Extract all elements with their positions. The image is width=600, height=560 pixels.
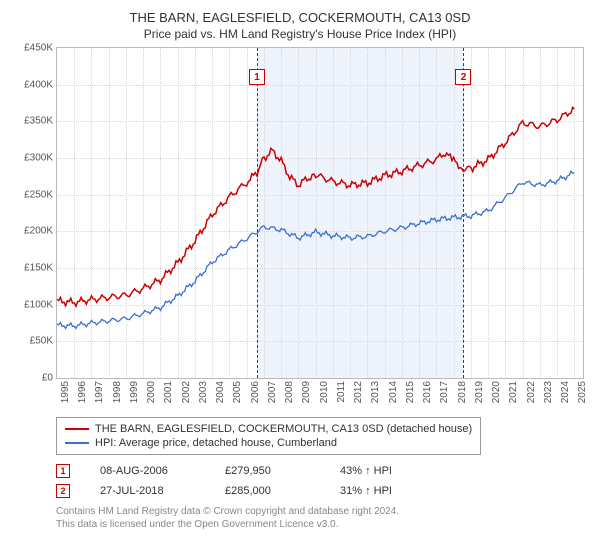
x-tick-label: 2010 bbox=[319, 381, 330, 403]
sale-marker-box: 1 bbox=[249, 69, 265, 85]
x-tick-label: 2012 bbox=[353, 381, 364, 403]
title-block: THE BARN, EAGLESFIELD, COCKERMOUTH, CA13… bbox=[8, 10, 592, 41]
page-subtitle: Price paid vs. HM Land Registry's House … bbox=[8, 27, 592, 41]
x-tick-label: 2022 bbox=[526, 381, 537, 403]
legend-label-hpi: HPI: Average price, detached house, Cumb… bbox=[95, 437, 337, 449]
x-tick-label: 1999 bbox=[129, 381, 140, 403]
series-line-hpi bbox=[57, 171, 574, 328]
x-tick-label: 2008 bbox=[284, 381, 295, 403]
series-line-property bbox=[57, 107, 574, 306]
footer-line-1: Contains HM Land Registry data © Crown c… bbox=[56, 505, 592, 518]
table-row: 1 08-AUG-2006 £279,950 43% ↑ HPI bbox=[56, 461, 592, 481]
x-tick-label: 1995 bbox=[60, 381, 71, 403]
x-tick-label: 2020 bbox=[491, 381, 502, 403]
x-tick-label: 2004 bbox=[215, 381, 226, 403]
price-chart: £0£50K£100K£150K£200K£250K£300K£350K£400… bbox=[56, 47, 584, 407]
x-tick-label: 2013 bbox=[370, 381, 381, 403]
table-row: 2 27-JUL-2018 £285,000 31% ↑ HPI bbox=[56, 481, 592, 501]
sale-marker-1: 1 bbox=[56, 464, 70, 478]
sale-marker-2: 2 bbox=[56, 484, 70, 498]
footer-line-2: This data is licensed under the Open Gov… bbox=[56, 518, 592, 531]
sale-date-2: 27-JUL-2018 bbox=[100, 485, 195, 497]
legend-item-property: THE BARN, EAGLESFIELD, COCKERMOUTH, CA13… bbox=[65, 422, 472, 436]
y-tick-label: £200K bbox=[24, 226, 57, 237]
x-tick-label: 1998 bbox=[112, 381, 123, 403]
y-tick-label: £400K bbox=[24, 79, 57, 90]
x-tick-label: 2018 bbox=[457, 381, 468, 403]
x-tick-label: 2015 bbox=[405, 381, 416, 403]
x-tick-label: 2017 bbox=[439, 381, 450, 403]
x-tick-label: 2000 bbox=[146, 381, 157, 403]
x-tick-label: 2003 bbox=[198, 381, 209, 403]
x-tick-label: 2002 bbox=[181, 381, 192, 403]
legend-swatch-hpi bbox=[65, 442, 89, 444]
y-tick-label: £50K bbox=[30, 336, 57, 347]
page-title: THE BARN, EAGLESFIELD, COCKERMOUTH, CA13… bbox=[8, 10, 592, 25]
legend-swatch-property bbox=[65, 428, 89, 430]
x-tick-label: 2005 bbox=[232, 381, 243, 403]
x-tick-label: 2001 bbox=[163, 381, 174, 403]
sale-price-2: £285,000 bbox=[225, 485, 310, 497]
x-tick-label: 2025 bbox=[577, 381, 588, 403]
sale-diff-2: 31% ↑ HPI bbox=[340, 485, 430, 497]
y-tick-label: £100K bbox=[24, 299, 57, 310]
y-tick-label: £150K bbox=[24, 263, 57, 274]
y-tick-label: £350K bbox=[24, 116, 57, 127]
sale-diff-1: 43% ↑ HPI bbox=[340, 465, 430, 477]
x-tick-label: 2021 bbox=[508, 381, 519, 403]
x-tick-label: 2019 bbox=[474, 381, 485, 403]
x-tick-label: 1997 bbox=[94, 381, 105, 403]
x-tick-label: 2024 bbox=[560, 381, 571, 403]
sale-marker-box: 2 bbox=[455, 69, 471, 85]
x-tick-label: 2011 bbox=[336, 381, 347, 403]
sales-table: 1 08-AUG-2006 £279,950 43% ↑ HPI 2 27-JU… bbox=[56, 461, 592, 501]
x-tick-label: 2009 bbox=[301, 381, 312, 403]
chart-lines bbox=[57, 48, 583, 378]
x-tick-label: 2006 bbox=[250, 381, 261, 403]
y-tick-label: £450K bbox=[24, 43, 57, 54]
legend-item-hpi: HPI: Average price, detached house, Cumb… bbox=[65, 436, 472, 450]
y-tick-label: £250K bbox=[24, 189, 57, 200]
legend: THE BARN, EAGLESFIELD, COCKERMOUTH, CA13… bbox=[56, 417, 481, 455]
y-tick-label: £0 bbox=[42, 373, 57, 384]
report-container: THE BARN, EAGLESFIELD, COCKERMOUTH, CA13… bbox=[0, 0, 600, 539]
x-tick-label: 2023 bbox=[543, 381, 554, 403]
x-tick-label: 2016 bbox=[422, 381, 433, 403]
legend-label-property: THE BARN, EAGLESFIELD, COCKERMOUTH, CA13… bbox=[95, 423, 472, 435]
sale-date-1: 08-AUG-2006 bbox=[100, 465, 195, 477]
y-tick-label: £300K bbox=[24, 153, 57, 164]
x-tick-label: 2014 bbox=[388, 381, 399, 403]
plot-area: £0£50K£100K£150K£200K£250K£300K£350K£400… bbox=[56, 47, 584, 379]
sale-price-1: £279,950 bbox=[225, 465, 310, 477]
x-tick-label: 1996 bbox=[77, 381, 88, 403]
x-tick-label: 2007 bbox=[267, 381, 278, 403]
license-footer: Contains HM Land Registry data © Crown c… bbox=[56, 505, 592, 531]
